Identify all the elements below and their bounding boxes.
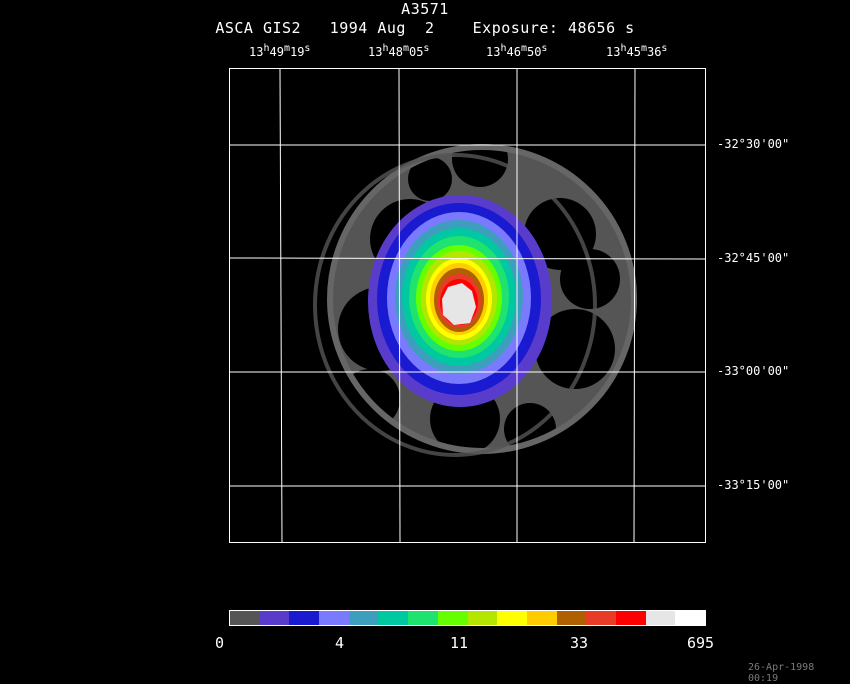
ra-label-2: 13h48m05s [368, 43, 430, 59]
colorbar-tick-3: 33 [570, 634, 589, 652]
colorbar-tick-0: 0 [215, 634, 225, 652]
colorbar-swatch-6 [408, 611, 438, 625]
colorbar-swatch-3 [319, 611, 349, 625]
xray-image [230, 69, 705, 542]
colorbar-swatch-11 [556, 611, 587, 625]
colorbar-swatch-5 [378, 611, 409, 625]
ra-label-1: 13h49m19s [249, 43, 311, 59]
colorbar-tick-1: 4 [335, 634, 345, 652]
colorbar-swatch-12 [586, 611, 616, 625]
colorbar-swatch-9 [497, 611, 527, 625]
colorbar-tick-2: 11 [450, 634, 469, 652]
colorbar-swatch-1 [259, 611, 290, 625]
colorbar-swatch-15 [675, 611, 705, 625]
colorbar [229, 610, 706, 626]
ra-label-4: 13h45m36s [606, 43, 668, 59]
ra-label-3: 13h46m50s [486, 43, 548, 59]
observation-info: ASCA GIS2 1994 Aug 2 Exposure: 48656 s [215, 19, 635, 37]
xray-image-frame [229, 68, 706, 543]
dec-label-4: -33°15'00" [717, 478, 790, 492]
dec-label-2: -32°45'00" [717, 251, 790, 265]
timestamp: 26-Apr-1998 00:19 [748, 662, 815, 684]
colorbar-tick-4: 695 [687, 634, 715, 652]
colorbar-swatch-13 [615, 611, 646, 625]
colorbar-swatch-2 [289, 611, 320, 625]
colorbar-swatch-0 [230, 611, 260, 625]
dec-label-3: -33°00'00" [717, 364, 790, 378]
dec-label-1: -32°30'00" [717, 137, 790, 151]
colorbar-swatch-4 [348, 611, 379, 625]
object-title: A3571 [401, 0, 449, 18]
colorbar-swatch-10 [526, 611, 557, 625]
colorbar-swatch-8 [467, 611, 498, 625]
colorbar-swatch-7 [437, 611, 468, 625]
colorbar-swatch-14 [645, 611, 676, 625]
